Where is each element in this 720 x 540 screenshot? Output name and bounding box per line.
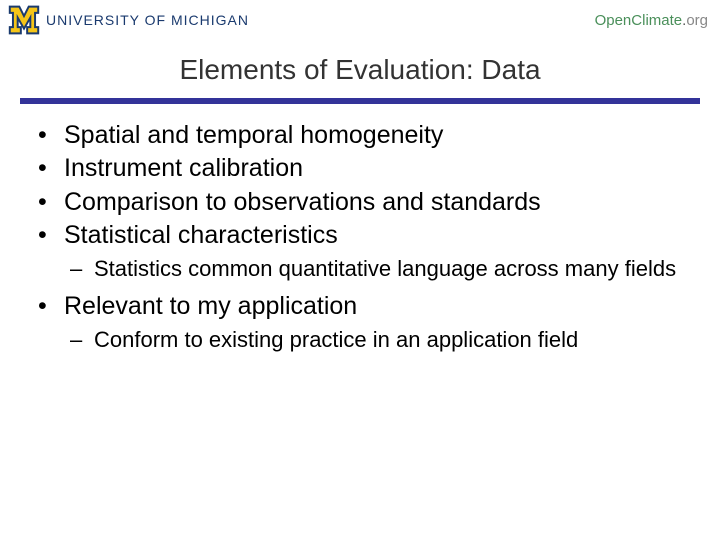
sub-bullet-list: Conform to existing practice in an appli…	[30, 326, 690, 354]
header-bar: UNIVERSITY OF MICHIGAN OpenClimate.org	[0, 0, 720, 40]
um-wordmark: UNIVERSITY OF MICHIGAN	[46, 12, 249, 28]
oc-open: Open	[595, 12, 632, 29]
bullet-list: Spatial and temporal homogeneity Instrum…	[30, 120, 690, 251]
slide-title: Elements of Evaluation: Data	[0, 54, 720, 86]
title-block: Elements of Evaluation: Data	[0, 54, 720, 104]
sub-bullet-item: Statistics common quantitative language …	[30, 255, 690, 283]
um-block-m-icon	[8, 5, 40, 35]
oc-climate: Climate	[631, 12, 682, 29]
bullet-item: Relevant to my application	[30, 291, 690, 322]
bullet-item: Statistical characteristics	[30, 220, 690, 251]
sub-bullet-list: Statistics common quantitative language …	[30, 255, 690, 283]
content-area: Spatial and temporal homogeneity Instrum…	[0, 104, 720, 353]
bullet-item: Instrument calibration	[30, 153, 690, 184]
bullet-item: Spatial and temporal homogeneity	[30, 120, 690, 151]
um-logo: UNIVERSITY OF MICHIGAN	[8, 5, 249, 35]
oc-org: org	[686, 12, 708, 29]
openclimate-logo: OpenClimate.org	[595, 12, 712, 29]
bullet-list: Relevant to my application	[30, 291, 690, 322]
sub-bullet-item: Conform to existing practice in an appli…	[30, 326, 690, 354]
bullet-item: Comparison to observations and standards	[30, 187, 690, 218]
